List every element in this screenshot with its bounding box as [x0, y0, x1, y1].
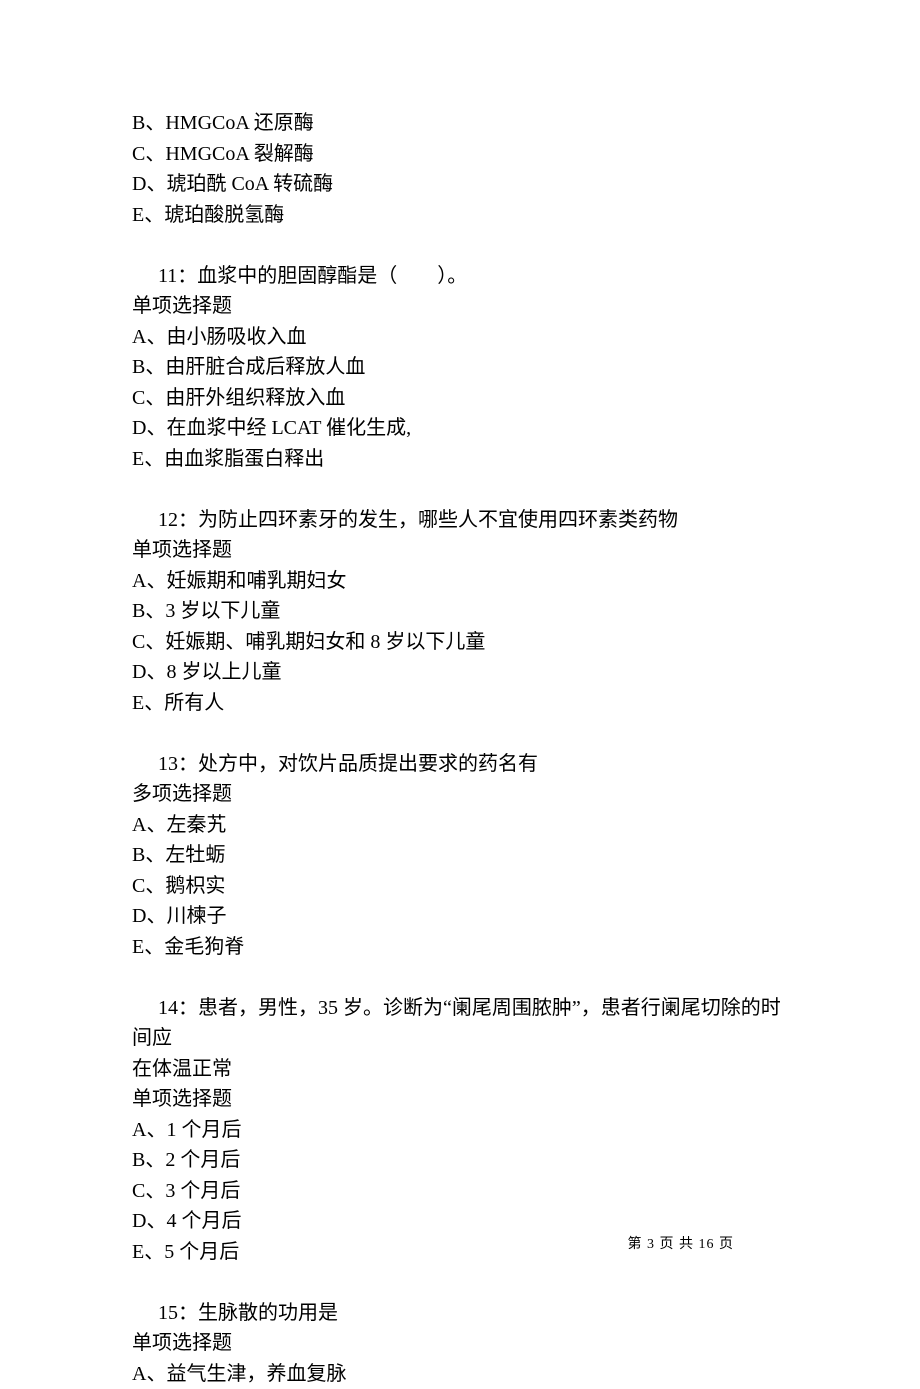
q10-option-d: D、琥珀酰 CoA 转硫酶	[132, 169, 792, 200]
q13-option-a: A、左秦艽	[132, 810, 792, 841]
q13-option-b: B、左牡蛎	[132, 840, 792, 871]
q14-stem-line2: 在体温正常	[132, 1054, 792, 1085]
q11-option-a: A、由小肠吸收入血	[132, 322, 792, 353]
q11-option-d: D、在血浆中经 LCAT 催化生成,	[132, 413, 792, 444]
q11-option-e: E、由血浆脂蛋白释出	[132, 444, 792, 475]
q12-stem: 12：为防止四环素牙的发生，哪些人不宜使用四环素类药物	[132, 505, 792, 536]
q11-type: 单项选择题	[132, 291, 792, 322]
q13-stem: 13：处方中，对饮片品质提出要求的药名有	[132, 749, 792, 780]
q12-type: 单项选择题	[132, 535, 792, 566]
q12-option-a: A、妊娠期和哺乳期妇女	[132, 566, 792, 597]
q10-option-b: B、HMGCoA 还原酶	[132, 108, 792, 139]
q14-option-b: B、2 个月后	[132, 1145, 792, 1176]
q14-option-c: C、3 个月后	[132, 1176, 792, 1207]
page-footer: 第 3 页 共 16 页	[628, 1230, 735, 1261]
q14-option-a: A、1 个月后	[132, 1115, 792, 1146]
q13-option-d: D、川楝子	[132, 901, 792, 932]
q13-option-c: C、鹅枳实	[132, 871, 792, 902]
q10-option-c: C、HMGCoA 裂解酶	[132, 139, 792, 170]
q15-option-a: A、益气生津，养血复脉	[132, 1359, 792, 1389]
q11-option-c: C、由肝外组织释放入血	[132, 383, 792, 414]
document-page: B、HMGCoA 还原酶 C、HMGCoA 裂解酶 D、琥珀酰 CoA 转硫酶 …	[0, 0, 920, 1302]
q11-option-b: B、由肝脏合成后释放人血	[132, 352, 792, 383]
q13-type: 多项选择题	[132, 779, 792, 810]
q13-option-e: E、金毛狗脊	[132, 932, 792, 963]
q12-option-e: E、所有人	[132, 688, 792, 719]
q12-option-b: B、3 岁以下儿童	[132, 596, 792, 627]
q15-stem: 15：生脉散的功用是	[132, 1298, 792, 1329]
q14-stem-line1: 14：患者，男性，35 岁。诊断为“阑尾周围脓肿”，患者行阑尾切除的时间应	[132, 993, 792, 1054]
q12-option-d: D、8 岁以上儿童	[132, 657, 792, 688]
q14-type: 单项选择题	[132, 1084, 792, 1115]
q12-option-c: C、妊娠期、哺乳期妇女和 8 岁以下儿童	[132, 627, 792, 658]
q15-type: 单项选择题	[132, 1328, 792, 1359]
q11-stem: 11：血浆中的胆固醇酯是（ ）。	[132, 261, 792, 292]
q10-option-e: E、琥珀酸脱氢酶	[132, 200, 792, 231]
